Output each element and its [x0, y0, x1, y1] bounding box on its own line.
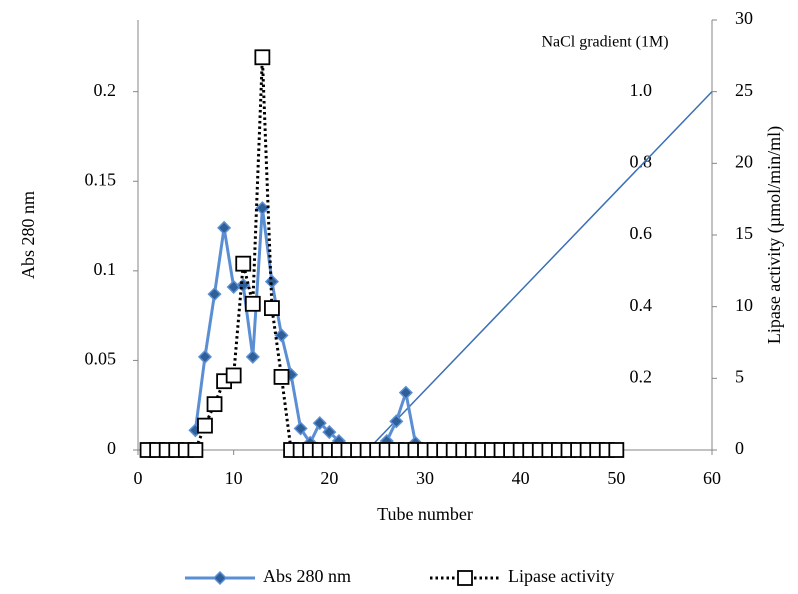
- data-point: [245, 349, 260, 364]
- x-axis-label: Tube number: [377, 504, 473, 524]
- data-point: [225, 367, 242, 384]
- data-point: [264, 274, 279, 289]
- gradient-line: [367, 91, 713, 451]
- x-tick-label: 50: [607, 468, 625, 488]
- data-point: [255, 201, 270, 216]
- data-point: [322, 425, 337, 440]
- legend-label: Lipase activity: [508, 566, 614, 586]
- y2-tick-label: 30: [735, 8, 753, 28]
- y2-tick-label: 15: [735, 223, 753, 243]
- data-point: [254, 49, 271, 66]
- data-point: [226, 279, 241, 295]
- gradient-label: NaCl gradient (1M): [541, 34, 668, 51]
- y-axis-label: Abs 280 nm: [18, 191, 38, 279]
- data-point: [217, 220, 232, 235]
- x-tick-label: 60: [703, 468, 721, 488]
- data-point: [293, 421, 308, 436]
- data-point: [264, 300, 280, 317]
- series-line: [385, 386, 417, 444]
- x-tick-label: 30: [416, 468, 434, 488]
- x-tick-label: 20: [320, 468, 338, 488]
- y-tick-label: 0.15: [85, 169, 117, 189]
- series-line: [147, 57, 617, 452]
- gradient-tick-label: 0.6: [630, 223, 653, 243]
- gradient-tick-label: 0.4: [630, 295, 653, 315]
- y-tick-label: 0: [107, 438, 116, 458]
- y2-tick-label: 25: [735, 80, 753, 100]
- data-point: [312, 416, 327, 431]
- legend-marker: [212, 570, 228, 586]
- x-tick-label: 10: [225, 468, 243, 488]
- gradient-tick-label: 1.0: [630, 80, 653, 100]
- legend-marker: [457, 570, 473, 586]
- y2-axis-label: Lipase activity (µmol/min/ml): [764, 126, 785, 344]
- data-point: [235, 255, 252, 272]
- y-tick-label: 0.1: [94, 259, 117, 279]
- data-point: [608, 442, 625, 458]
- gradient-tick-label: 0.8: [630, 151, 653, 171]
- data-point: [244, 295, 261, 312]
- y2-tick-label: 20: [735, 151, 753, 171]
- data-point: [273, 368, 290, 385]
- data-point: [274, 328, 289, 343]
- data-point: [197, 417, 213, 434]
- data-point: [389, 414, 404, 429]
- data-point: [206, 396, 223, 413]
- series-line: [193, 207, 350, 452]
- data-point: [187, 442, 204, 458]
- data-point: [236, 278, 251, 293]
- x-tick-label: 40: [512, 468, 530, 488]
- data-point: [197, 349, 213, 364]
- y-tick-label: 0.05: [85, 349, 117, 369]
- y-tick-label: 0.2: [94, 80, 117, 100]
- data-point: [398, 385, 413, 400]
- gradient-tick-label: 0.2: [630, 366, 653, 386]
- y2-tick-label: 10: [735, 295, 753, 315]
- x-tick-label: 0: [134, 468, 143, 488]
- y2-tick-label: 0: [735, 438, 744, 458]
- data-point: [207, 287, 222, 302]
- legend-label: Abs 280 nm: [263, 566, 351, 586]
- y2-tick-label: 5: [735, 366, 744, 386]
